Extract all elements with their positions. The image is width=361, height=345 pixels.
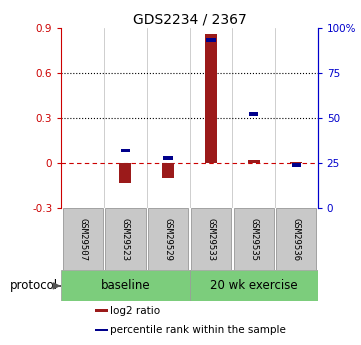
Bar xyxy=(105,208,145,270)
Bar xyxy=(63,208,103,270)
Bar xyxy=(164,156,173,159)
Text: protocol: protocol xyxy=(10,279,58,292)
Text: GSM29529: GSM29529 xyxy=(164,218,173,261)
Bar xyxy=(162,163,174,178)
Text: GSM29536: GSM29536 xyxy=(292,218,301,261)
Bar xyxy=(205,33,217,163)
Bar xyxy=(121,149,130,152)
Text: GSM29523: GSM29523 xyxy=(121,218,130,261)
Bar xyxy=(292,163,301,167)
Bar xyxy=(190,270,318,302)
Text: GSM29535: GSM29535 xyxy=(249,218,258,261)
Bar xyxy=(248,160,260,163)
Bar xyxy=(119,163,131,183)
Bar xyxy=(234,208,274,270)
Bar xyxy=(191,208,231,270)
Title: GDS2234 / 2367: GDS2234 / 2367 xyxy=(132,12,247,27)
Bar xyxy=(276,208,316,270)
Text: GSM29533: GSM29533 xyxy=(206,218,216,261)
Bar xyxy=(95,309,108,312)
Bar xyxy=(61,270,190,302)
Bar xyxy=(148,208,188,270)
Bar xyxy=(249,112,258,116)
Text: baseline: baseline xyxy=(101,279,150,292)
Bar xyxy=(95,329,108,331)
Text: 20 wk exercise: 20 wk exercise xyxy=(210,279,297,292)
Text: GSM29507: GSM29507 xyxy=(78,218,87,261)
Bar xyxy=(290,161,302,163)
Bar xyxy=(206,38,216,42)
Text: percentile rank within the sample: percentile rank within the sample xyxy=(110,325,286,335)
Text: log2 ratio: log2 ratio xyxy=(110,306,160,316)
